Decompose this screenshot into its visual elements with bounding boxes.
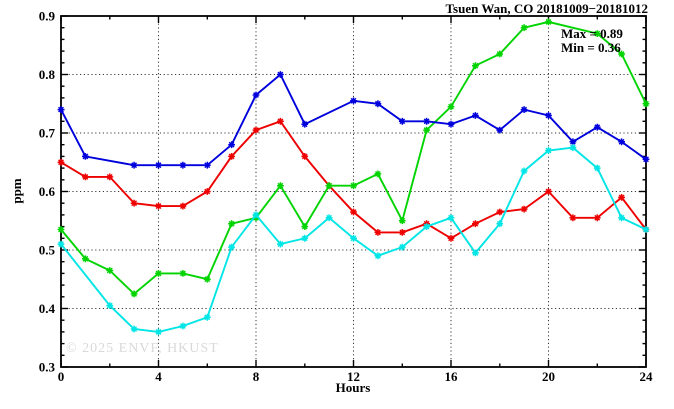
- series-cyan: [57, 144, 650, 336]
- y-axis-label: ppm: [9, 178, 24, 204]
- svg-text:0.7: 0.7: [39, 126, 56, 141]
- svg-text:20: 20: [542, 369, 555, 384]
- series-line-blue: [60, 72, 647, 167]
- series-green: [57, 18, 650, 298]
- gridlines: [61, 16, 646, 367]
- watermark: © 2025 ENVF, HKUST: [66, 341, 219, 356]
- series-markers-cyan: [57, 144, 650, 336]
- series-line-green: [60, 20, 647, 296]
- chart-title: Tsuen Wan, CO 20181009−20181012: [445, 1, 648, 16]
- svg-text:4: 4: [155, 369, 162, 384]
- svg-text:0: 0: [58, 369, 65, 384]
- svg-text:0.6: 0.6: [39, 184, 56, 199]
- max-annotation: Max = 0.89: [561, 26, 623, 41]
- plot-border: [60, 15, 647, 368]
- x-tick-labels: 0 4 8 12 16 20 24: [58, 369, 653, 384]
- x-axis-label: Hours: [335, 380, 371, 395]
- svg-text:0.8: 0.8: [39, 67, 56, 82]
- series-markers-blue: [57, 71, 650, 169]
- series-line-cyan: [60, 146, 647, 333]
- svg-text:0.5: 0.5: [39, 243, 56, 258]
- series-markers-green: [57, 18, 650, 298]
- svg-text:0.9: 0.9: [39, 9, 56, 24]
- min-annotation: Min = 0.36: [561, 40, 621, 55]
- svg-text:0.3: 0.3: [39, 360, 56, 375]
- svg-text:24: 24: [640, 369, 654, 384]
- svg-text:12: 12: [347, 369, 360, 384]
- series-red: [57, 117, 650, 242]
- svg-text:8: 8: [253, 369, 260, 384]
- y-tick-labels: 0.3 0.4 0.5 0.6 0.7 0.8 0.9: [39, 9, 56, 375]
- series-blue: [57, 71, 650, 169]
- svg-text:16: 16: [445, 369, 459, 384]
- svg-text:0.4: 0.4: [39, 301, 56, 316]
